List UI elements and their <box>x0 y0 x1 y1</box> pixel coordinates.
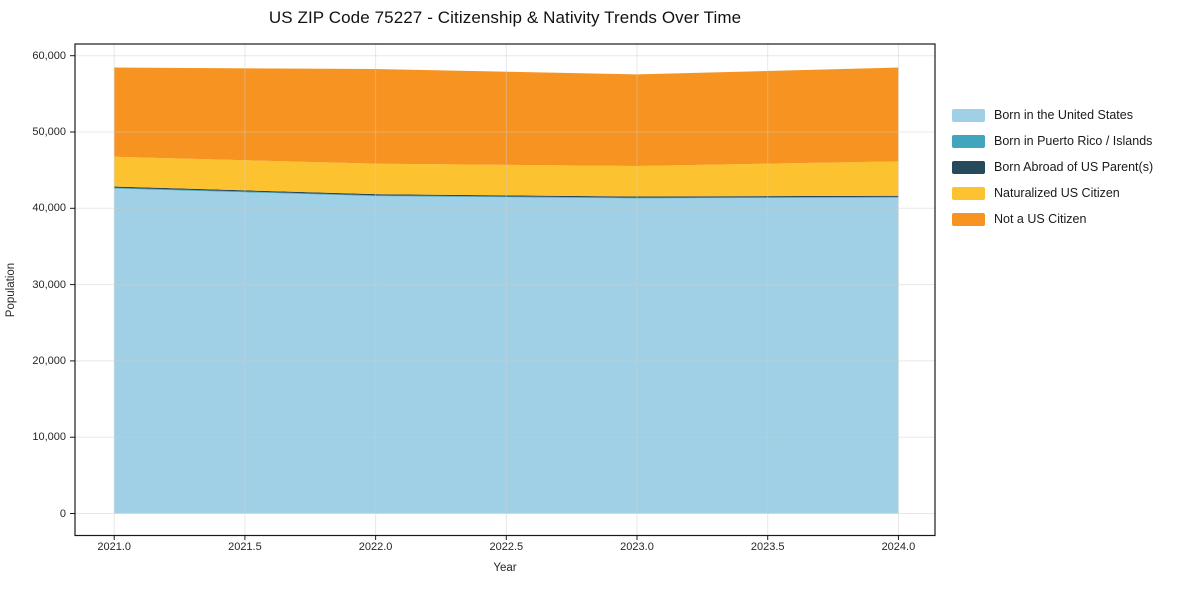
legend-swatch <box>952 212 985 226</box>
area-born-in-the-united-states <box>114 188 899 514</box>
legend-label: Not a US Citizen <box>994 212 1087 226</box>
area-not-a-us-citizen <box>114 67 899 166</box>
x-tick-label: 2023.0 <box>620 541 654 553</box>
x-axis-label: Year <box>493 562 517 574</box>
y-tick-label: 0 <box>59 507 66 520</box>
area-naturalized-us-citizen <box>114 156 899 197</box>
x-tick-label: 2021.0 <box>97 541 132 553</box>
legend-label: Born in the United States <box>994 108 1133 122</box>
tick-marks <box>70 55 899 540</box>
legend-swatch <box>952 160 985 174</box>
x-tick-label: 2021.5 <box>228 541 262 553</box>
area-born-in-puerto-rico-islands <box>114 187 899 199</box>
legend-label: Born in Puerto Rico / Islands <box>994 134 1153 148</box>
legend-label: Naturalized US Citizen <box>994 186 1120 200</box>
y-tick-label: 10,000 <box>32 431 66 444</box>
gridlines <box>75 44 935 536</box>
legend-swatch <box>952 108 985 122</box>
legend-item-not-a-us-citizen: Not a US Citizen <box>952 206 1153 232</box>
area-born-abroad-of-us-parent-s <box>114 186 899 198</box>
legend: Born in the United States Born in Puerto … <box>952 102 1153 232</box>
legend-item-naturalized-us-citizen: Naturalized US Citizen <box>952 180 1153 206</box>
legend-swatch <box>952 186 985 200</box>
legend-item-born-abroad-of-us-parent-s: Born Abroad of US Parent(s) <box>952 154 1153 180</box>
x-tick-label: 2023.5 <box>750 541 785 553</box>
x-tick-label: 2022.5 <box>489 541 524 553</box>
y-tick-label: 30,000 <box>32 278 66 291</box>
legend-item-born-in-puerto-rico-islands: Born in Puerto Rico / Islands <box>952 128 1153 154</box>
plot-border <box>74 43 936 537</box>
legend-label: Born Abroad of US Parent(s) <box>994 160 1154 174</box>
y-tick-label: 20,000 <box>32 354 66 367</box>
y-tick-label: 40,000 <box>32 202 66 215</box>
y-tick-label: 50,000 <box>32 126 66 138</box>
x-tick-label: 2022.0 <box>358 541 393 553</box>
legend-swatch <box>952 134 985 148</box>
y-tick-label: 60,000 <box>32 49 66 62</box>
legend-item-born-in-the-united-states: Born in the United States <box>952 102 1153 128</box>
x-tick-label: 2024.0 <box>881 541 916 553</box>
chart-title: US ZIP Code 75227 - Citizenship & Nativi… <box>268 8 742 27</box>
